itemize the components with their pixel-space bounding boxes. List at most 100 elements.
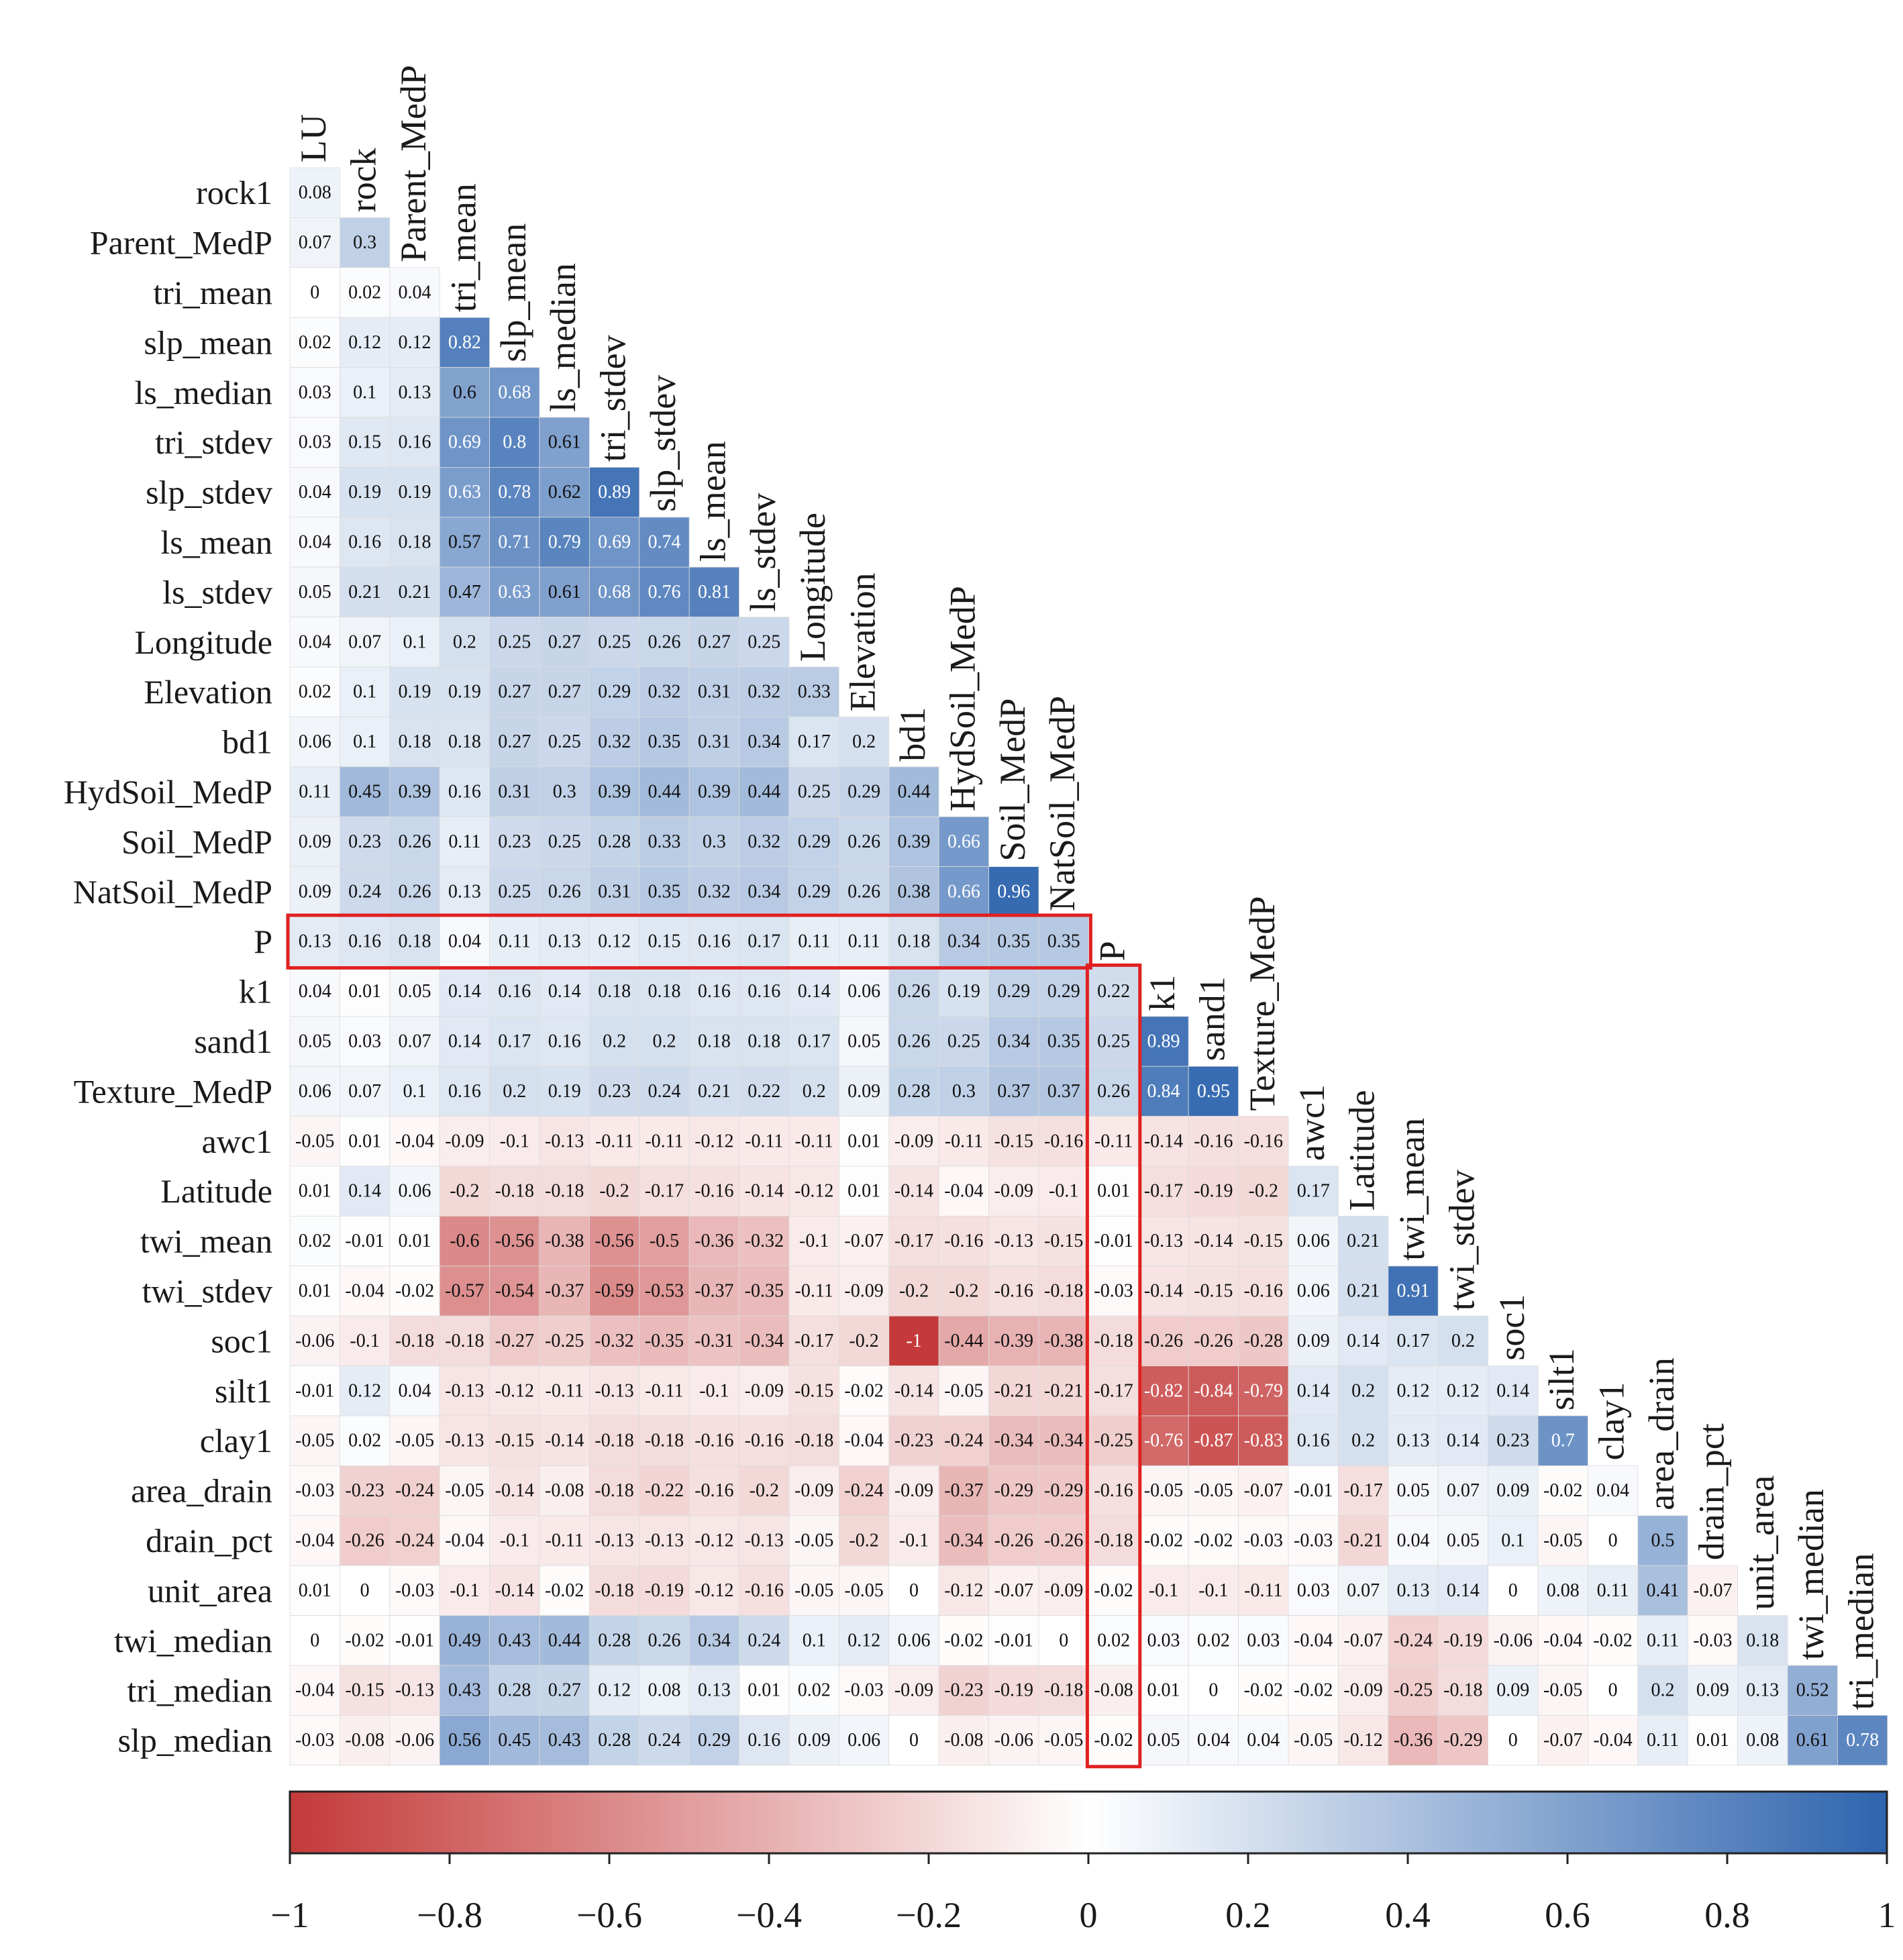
cell-value-label: 0.3 — [353, 232, 376, 253]
heatmap-cell — [739, 766, 790, 817]
cell-value-label: 0.2 — [852, 731, 876, 752]
cell-value-label: 0.05 — [1397, 1480, 1430, 1501]
heatmap-cell — [739, 866, 790, 917]
cell-value-label: -0.08 — [345, 1730, 384, 1751]
heatmap-cell — [539, 1315, 590, 1366]
cell-value-label: -0.04 — [1543, 1630, 1582, 1651]
column-label-latitude: Latitude — [1342, 1090, 1382, 1210]
heatmap-cell — [688, 1166, 739, 1217]
cell-value-label: 0.27 — [498, 731, 531, 752]
heatmap-cell — [1637, 1665, 1688, 1716]
heatmap-cell — [888, 916, 939, 967]
cell-value-label: -0.05 — [1543, 1531, 1582, 1551]
cell-value-label: 0.68 — [598, 582, 631, 603]
column-labels: LU rock Parent_MedP tri_mean slp_mean ls_medi… — [293, 65, 1881, 1710]
cell-value-label: 0.06 — [1297, 1281, 1330, 1302]
cell-value-label: 0.16 — [399, 432, 431, 453]
heatmap-cell — [489, 1016, 540, 1067]
heatmap-cell — [1288, 1615, 1339, 1666]
cell-value-label: -0.07 — [994, 1580, 1033, 1601]
cell-value-label: 0.12 — [348, 1380, 381, 1401]
cell-value-label: -0.04 — [844, 1431, 883, 1451]
heatmap-cell — [539, 1016, 590, 1067]
cell-value-label: -0.02 — [1593, 1630, 1632, 1651]
heatmap-cell — [1038, 1615, 1089, 1666]
cell-value-label: 0.01 — [1147, 1680, 1180, 1701]
heatmap-cell — [888, 1465, 939, 1516]
row-label-bd1: bd1 — [222, 723, 272, 761]
column-label-twi-mean: twi_mean — [1392, 1118, 1432, 1261]
heatmap-cell — [739, 1266, 790, 1317]
cell-value-label: 0.08 — [1547, 1580, 1580, 1601]
row-label-drain-pct: drain_pct — [146, 1522, 272, 1559]
cell-value-label: 0.82 — [448, 332, 481, 353]
cell-value-label: -0.87 — [1194, 1431, 1233, 1451]
heatmap-cell — [439, 766, 491, 817]
heatmap-cell — [1238, 1166, 1289, 1217]
heatmap-cell — [688, 866, 739, 917]
cell-value-label: 0.14 — [1347, 1331, 1380, 1351]
cell-value-label: 0.63 — [448, 482, 481, 503]
cell-value-label: -0.26 — [1194, 1331, 1233, 1351]
heatmap-cell — [938, 1315, 989, 1366]
heatmap-cell — [1288, 1216, 1339, 1267]
cell-value-label: -0.16 — [745, 1431, 784, 1451]
cell-value-label: 0 — [1508, 1730, 1518, 1751]
heatmap-cell — [788, 1016, 839, 1067]
heatmap-cell — [1388, 1415, 1439, 1466]
heatmap-cell — [539, 1515, 590, 1566]
heatmap-cell — [739, 1016, 790, 1067]
heatmap-cell — [938, 1166, 989, 1217]
heatmap-cell — [1687, 1565, 1738, 1616]
cell-value-label: 0.08 — [648, 1680, 681, 1701]
heatmap-cell — [439, 1365, 491, 1416]
cell-value-label: 0.14 — [448, 1031, 481, 1052]
heatmap-cell — [688, 566, 739, 618]
cell-value-label: 0.89 — [1147, 1031, 1180, 1052]
column-label-rock: rock — [344, 148, 384, 212]
heatmap-cell — [639, 966, 690, 1017]
cell-value-label: -0.34 — [994, 1431, 1033, 1451]
cell-value-label: 0.29 — [997, 981, 1030, 1002]
heatmap-cell — [489, 1515, 540, 1566]
heatmap-cell — [1188, 1365, 1239, 1416]
heatmap-cell — [639, 1266, 690, 1317]
heatmap-cell — [839, 1166, 890, 1217]
heatmap-cell — [1038, 1166, 1089, 1217]
heatmap-cell — [1587, 1465, 1639, 1516]
colorbar-tick-label: −0.8 — [417, 1895, 482, 1935]
cell-value-label: 0.15 — [648, 931, 681, 952]
heatmap-cell — [289, 766, 340, 817]
cell-value-label: 0.23 — [348, 831, 381, 852]
cell-value-label: 0.04 — [299, 532, 331, 553]
heatmap-cell — [339, 916, 391, 967]
heatmap-cell — [289, 916, 340, 967]
column-label-texture-medp: Texture_MedP — [1242, 896, 1282, 1111]
cell-value-label: -0.05 — [1294, 1730, 1333, 1751]
heatmap-cell — [888, 1315, 939, 1366]
cell-value-label: 0.01 — [299, 1580, 331, 1601]
cell-value-label: 0.1 — [353, 382, 376, 403]
heatmap-cell — [739, 717, 790, 768]
heatmap-cell — [639, 1565, 690, 1616]
cell-value-label: 0.32 — [598, 731, 631, 752]
cell-value-label: -0.12 — [794, 1181, 833, 1202]
cell-value-label: 0.19 — [399, 482, 431, 503]
heatmap-cell — [289, 1166, 340, 1217]
heatmap-cell — [639, 566, 690, 618]
colorbar-tick-label: 1 — [1878, 1895, 1896, 1935]
cell-value-label: 0.03 — [1297, 1580, 1330, 1601]
cell-value-label: -0.14 — [894, 1181, 933, 1202]
cell-value-label: 0.63 — [498, 582, 531, 603]
cell-value-label: -0.14 — [495, 1480, 534, 1501]
cell-value-label: 0.32 — [698, 881, 731, 902]
heatmap-cell — [339, 317, 391, 368]
heatmap-cell — [389, 367, 440, 418]
heatmap-cell — [839, 717, 890, 768]
heatmap-cell — [589, 916, 640, 967]
cell-value-label: -0.15 — [1244, 1231, 1283, 1251]
heatmap-cell — [938, 866, 989, 917]
colorbar-gradient — [289, 1790, 1888, 1855]
cell-value-label: -0.18 — [1044, 1281, 1083, 1302]
heatmap-cell — [539, 1465, 590, 1516]
